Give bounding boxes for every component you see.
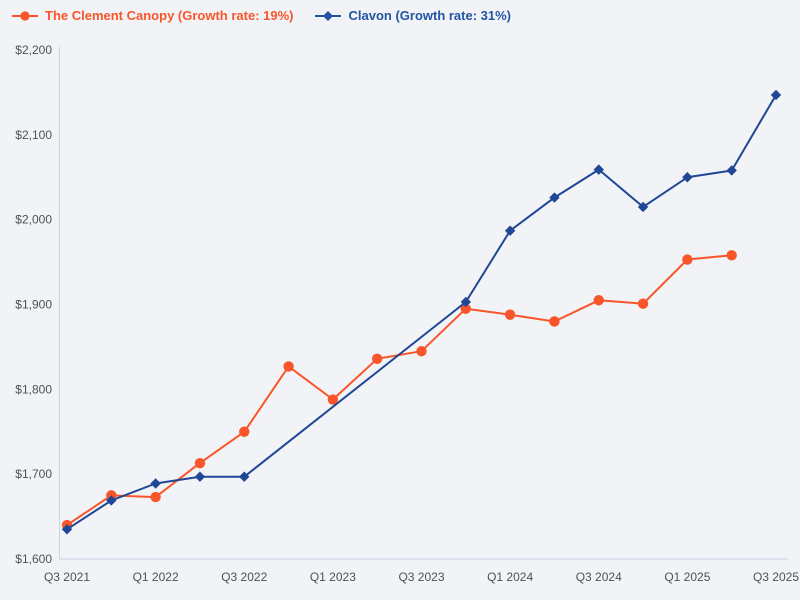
series-line-clavon	[66, 94, 777, 531]
x-axis-label: Q3 2025	[753, 570, 799, 584]
data-point[interactable]	[637, 298, 649, 309]
data-point[interactable]	[416, 345, 427, 357]
data-point[interactable]	[504, 225, 516, 236]
legend-item-clement-canopy[interactable]: The Clement Canopy (Growth rate: 19%)	[12, 8, 293, 23]
x-axis-label: Q3 2024	[576, 570, 622, 584]
data-point[interactable]	[682, 172, 693, 183]
line-circle-marker-icon	[12, 10, 38, 22]
x-axis-label: Q1 2024	[487, 570, 533, 584]
x-axis-label: Q3 2022	[221, 570, 267, 584]
data-point[interactable]	[150, 491, 161, 503]
data-point[interactable]	[460, 303, 472, 314]
data-point[interactable]	[593, 295, 604, 306]
data-point[interactable]	[770, 89, 782, 101]
data-point[interactable]	[283, 361, 294, 372]
y-axis-label: $2,100	[15, 128, 52, 142]
data-point[interactable]	[549, 192, 560, 203]
x-axis-label: Q3 2023	[398, 570, 444, 584]
x-axis-label: Q1 2025	[664, 570, 710, 584]
data-point[interactable]	[150, 478, 161, 489]
data-point[interactable]	[504, 309, 516, 320]
x-axis-label: Q3 2021	[44, 570, 90, 584]
data-point[interactable]	[61, 524, 73, 535]
data-point[interactable]	[726, 165, 737, 176]
y-axis-label: $2,200	[15, 43, 52, 57]
data-point[interactable]	[549, 316, 560, 327]
data-point[interactable]	[726, 250, 737, 261]
data-point[interactable]	[239, 471, 250, 482]
data-point[interactable]	[593, 164, 604, 175]
line-diamond-marker-icon	[315, 10, 342, 22]
data-point[interactable]	[106, 495, 117, 506]
legend-label: The Clement Canopy (Growth rate: 19%)	[45, 8, 294, 23]
y-axis-label: $1,900	[15, 298, 52, 312]
data-point[interactable]	[194, 457, 206, 469]
y-axis-label: $1,700	[15, 467, 52, 481]
data-point[interactable]	[239, 426, 250, 437]
series-line-the-clement-canopy	[66, 254, 732, 526]
data-point[interactable]	[637, 201, 649, 213]
y-axis-label: $1,800	[15, 382, 52, 396]
data-point[interactable]	[682, 254, 693, 265]
data-point[interactable]	[327, 394, 339, 405]
data-point[interactable]	[194, 471, 206, 482]
y-axis-label: $1,600	[15, 552, 52, 566]
data-point[interactable]	[460, 296, 472, 308]
legend-label: Clavon (Growth rate: 31%)	[348, 8, 512, 23]
x-axis-label: Q1 2022	[133, 570, 179, 584]
data-point[interactable]	[371, 353, 383, 364]
chart-legend: The Clement Canopy (Growth rate: 19%) Cl…	[12, 8, 511, 23]
x-axis-label: Q1 2023	[310, 570, 356, 584]
y-axis-label: $2,000	[15, 213, 52, 227]
legend-item-clavon[interactable]: Clavon (Growth rate: 31%)	[315, 8, 511, 23]
